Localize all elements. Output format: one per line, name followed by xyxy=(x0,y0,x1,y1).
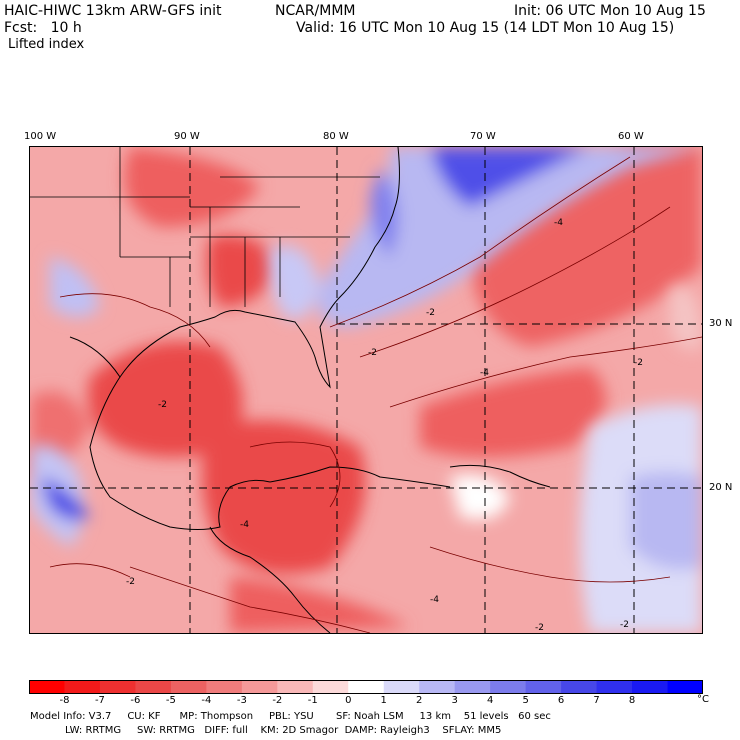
model-title: HAIC-HIWC 13km ARW-GFS init xyxy=(4,3,222,19)
colorbar-tick-label: -5 xyxy=(165,695,176,706)
field-name: Lifted index xyxy=(8,37,85,52)
contour-label: -4 xyxy=(480,368,489,378)
colorbar-swatch xyxy=(99,680,136,694)
colorbar-swatch xyxy=(135,680,172,694)
lon-label-60w: 60 W xyxy=(618,131,644,142)
lat-label-30n: 30 N xyxy=(709,318,733,329)
colorbar-tick-label: -4 xyxy=(201,695,212,706)
contour-label: -2 xyxy=(426,308,435,318)
init-time: Init: 06 UTC Mon 10 Aug 15 xyxy=(514,3,706,19)
contour-label: -2 xyxy=(620,620,629,630)
colorbar-tick-label: -6 xyxy=(130,695,141,706)
stable-regions xyxy=(30,147,702,633)
contour-label: -4 xyxy=(554,218,563,228)
colorbar-tick-label: 2 xyxy=(416,695,423,706)
contour-label: -4 xyxy=(240,520,249,530)
lon-label-70w: 70 W xyxy=(470,131,496,142)
valid-time: Valid: 16 UTC Mon 10 Aug 15 (14 LDT Mon … xyxy=(296,20,675,36)
colorbar-tick-label: -3 xyxy=(236,695,247,706)
model-info-line-1: Model Info: V3.7 CU: KF MP: Thompson PBL… xyxy=(30,711,551,722)
colorbar-swatch xyxy=(561,680,598,694)
colorbar-tick-label: 3 xyxy=(451,695,458,706)
lat-label-20n: 20 N xyxy=(709,482,733,493)
colorbar-tick-label: -2 xyxy=(272,695,283,706)
colorbar-tick-label: 6 xyxy=(557,695,565,706)
contour-label: -2 xyxy=(634,358,643,368)
model-info-line-2: LW: RRTMG SW: RRTMG DIFF: full KM: 2D Sm… xyxy=(30,725,502,736)
contour-label: -2 xyxy=(368,348,377,358)
colorbar-tick-label: -7 xyxy=(94,695,105,706)
colorbar-swatch xyxy=(206,680,243,694)
colorbar-tick-label: 4 xyxy=(486,695,494,706)
colorbar-tick-label: 7 xyxy=(593,695,600,706)
colorbar-swatch xyxy=(667,680,703,694)
contour-label: -2 xyxy=(126,577,135,587)
colorbar-swatch xyxy=(419,680,456,694)
lat-lon-grid xyxy=(30,147,702,633)
lon-label-90w: 90 W xyxy=(174,131,200,142)
colorbar-swatch xyxy=(525,680,562,694)
contour-label: -2 xyxy=(535,623,544,633)
colorbar-swatch xyxy=(277,680,314,694)
forecast-hour: Fcst: 10 h xyxy=(4,20,82,36)
colorbar-swatch xyxy=(312,680,349,694)
colorbar-tick-label: 1 xyxy=(380,695,387,706)
contour-labels: -2 -2 -4 -4 -2 -4 -2 -4 -2 -2 -2 xyxy=(126,218,643,633)
colorbar-swatch xyxy=(490,680,527,694)
colorbar-swatch xyxy=(383,680,420,694)
contour-label: -4 xyxy=(430,595,439,605)
colorbar-swatch xyxy=(241,680,278,694)
lon-label-100w: 100 W xyxy=(24,131,57,142)
colorbar-swatch xyxy=(632,680,669,694)
colorbar-swatch xyxy=(348,680,385,694)
colorbar-tick-label: 8 xyxy=(628,695,636,706)
colorbar-swatch xyxy=(454,680,491,694)
colorbar-tick-label: 5 xyxy=(522,695,529,706)
colorbar-unit: °C xyxy=(697,694,709,705)
colorbar-tick-label: 0 xyxy=(345,695,352,706)
coastlines xyxy=(69,147,551,633)
colorbar-frame xyxy=(29,680,703,694)
contours xyxy=(49,156,702,633)
colorbar-swatch xyxy=(596,680,633,694)
colorbar-swatch xyxy=(170,680,207,694)
map-canvas: -2 -2 -4 -4 -2 -4 -2 -4 -2 -2 -2 xyxy=(30,147,702,633)
contour-label: -2 xyxy=(158,400,167,410)
colorbar xyxy=(29,680,703,694)
lon-label-80w: 80 W xyxy=(323,131,349,142)
colorbar-swatch xyxy=(64,680,101,694)
state-borders xyxy=(30,147,380,307)
colorbar-swatch xyxy=(29,680,65,694)
organization-label: NCAR/MMM xyxy=(275,3,356,19)
unstable-regions xyxy=(30,147,702,633)
lifted-index-map: -2 -2 -4 -4 -2 -4 -2 -4 -2 -2 -2 xyxy=(29,146,703,634)
colorbar-tick-label: -8 xyxy=(59,695,70,706)
colorbar-tick-label: -1 xyxy=(307,695,318,706)
